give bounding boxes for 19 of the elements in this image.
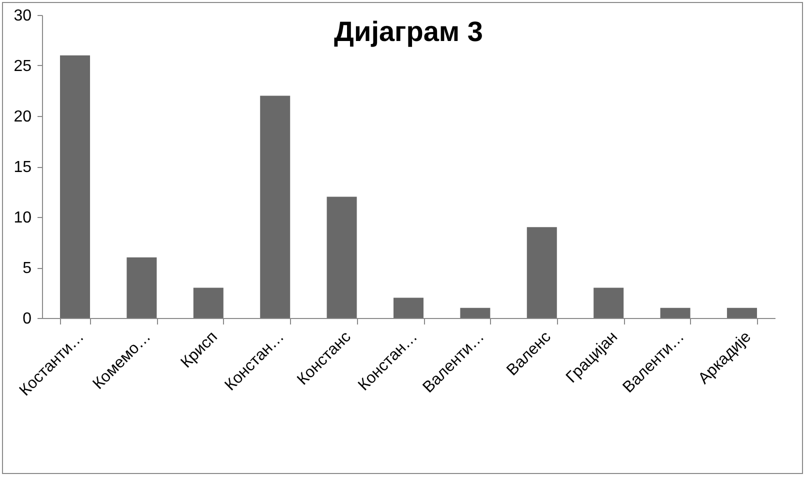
y-tick-label: 20 — [14, 108, 32, 126]
bar — [526, 227, 557, 318]
bar — [594, 288, 624, 318]
y-tick-label: 10 — [14, 210, 32, 226]
bar — [126, 257, 157, 318]
bar — [60, 55, 90, 318]
bar — [393, 298, 424, 318]
y-tick-label: 15 — [14, 159, 32, 176]
y-tick-label: 25 — [14, 58, 32, 75]
bar — [326, 196, 357, 318]
y-tick-label: 5 — [22, 260, 32, 277]
bar — [726, 308, 757, 318]
y-tick-label: 30 — [14, 8, 32, 24]
bar — [260, 96, 290, 318]
bar — [193, 288, 224, 318]
y-tick-label: 0 — [22, 310, 32, 328]
chart-title: Дијаграм 3 — [334, 16, 483, 47]
bar — [460, 308, 490, 318]
bar — [660, 308, 690, 318]
